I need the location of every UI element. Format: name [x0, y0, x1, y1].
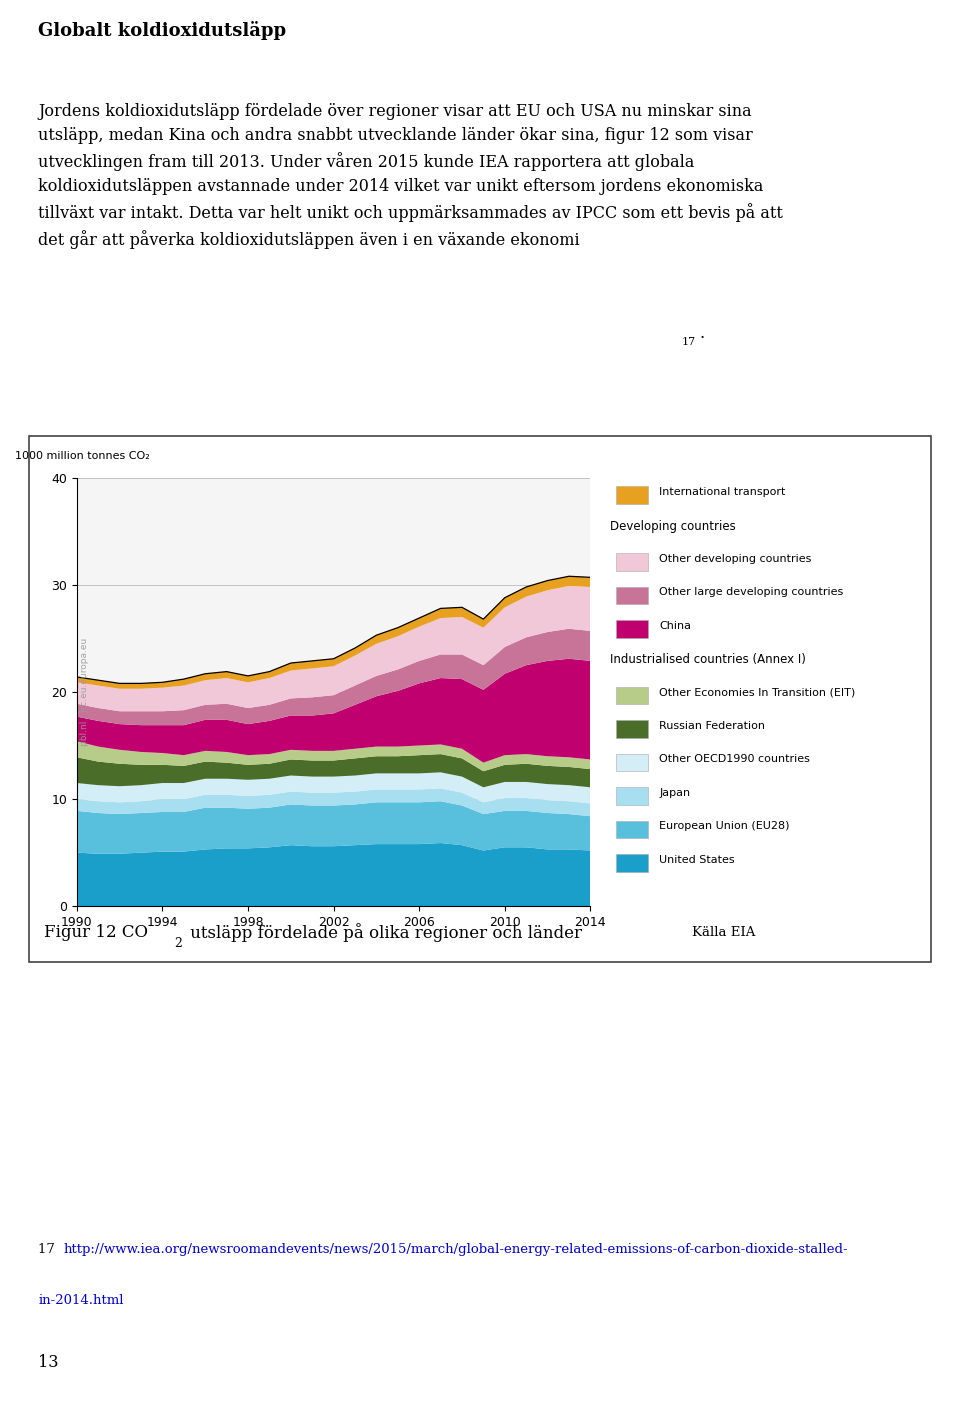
- Bar: [616, 754, 648, 771]
- Text: European Union (EU28): European Union (EU28): [660, 821, 790, 832]
- Text: in-2014.html: in-2014.html: [38, 1294, 124, 1307]
- Text: http://www.iea.org/newsroomandevents/news/2015/march/global-energy-related-emiss: http://www.iea.org/newsroomandevents/new…: [63, 1243, 848, 1256]
- Text: Industrialised countries (Annex I): Industrialised countries (Annex I): [610, 653, 805, 666]
- Text: Russian Federation: Russian Federation: [660, 721, 765, 731]
- Bar: [616, 821, 648, 839]
- Text: Other Economies In Transition (EIT): Other Economies In Transition (EIT): [660, 687, 855, 697]
- Text: utsläpp fördelade på olika regioner och länder: utsläpp fördelade på olika regioner och …: [184, 923, 587, 943]
- Text: 1000 million tonnes CO₂: 1000 million tonnes CO₂: [15, 451, 150, 461]
- Text: 2: 2: [174, 937, 181, 950]
- Bar: [616, 587, 648, 604]
- Text: Other large developing countries: Other large developing countries: [660, 587, 844, 597]
- Text: International transport: International transport: [660, 488, 785, 497]
- Text: Other OECD1990 countries: Other OECD1990 countries: [660, 754, 810, 764]
- Bar: [616, 687, 648, 704]
- Bar: [616, 721, 648, 738]
- Text: Other developing countries: Other developing countries: [660, 554, 811, 563]
- Bar: [616, 854, 648, 871]
- Text: pbl.nl / jrc.eu.europa.eu: pbl.nl / jrc.eu.europa.eu: [81, 638, 89, 746]
- Bar: [616, 620, 648, 638]
- Bar: [616, 554, 648, 570]
- Text: .: .: [699, 325, 704, 341]
- Text: 13: 13: [38, 1354, 59, 1371]
- Text: Japan: Japan: [660, 788, 690, 798]
- Text: Källa EIA: Källa EIA: [692, 926, 756, 940]
- Text: 17: 17: [38, 1243, 60, 1256]
- Text: China: China: [660, 621, 691, 631]
- Text: United States: United States: [660, 854, 735, 864]
- Text: Developing countries: Developing countries: [610, 520, 735, 532]
- Bar: [616, 486, 648, 504]
- Text: 17: 17: [682, 337, 695, 347]
- Text: Jordens koldioxidutsläpp fördelade över regioner visar att EU och USA nu minskar: Jordens koldioxidutsläpp fördelade över …: [38, 103, 783, 249]
- Text: Globalt koldioxidutsläpp: Globalt koldioxidutsläpp: [38, 21, 286, 41]
- Bar: [616, 787, 648, 805]
- Text: Figur 12 CO: Figur 12 CO: [44, 924, 148, 941]
